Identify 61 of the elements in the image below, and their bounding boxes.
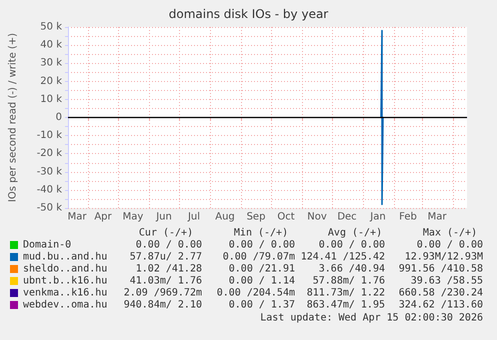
text: 57.87u/ 2.77	[130, 252, 202, 262]
text: 991.56 /410.58	[398, 264, 483, 274]
x-tick-label: Apr	[94, 212, 113, 222]
x-tick-label: Dec	[337, 212, 357, 222]
legend-label: sheldo..and.hu	[23, 264, 108, 274]
text: Min (-/+)	[234, 228, 288, 238]
y-tick-label: -10 k	[36, 130, 62, 142]
x-tick-label: Oct	[277, 212, 295, 222]
y-tick-label: 0	[56, 112, 62, 123]
x-tick-label: Mar	[68, 212, 88, 222]
text: 124.41 /125.42	[300, 252, 385, 262]
y-tick-label: -20 k	[36, 148, 62, 160]
text: 0.00 /21.91	[228, 264, 295, 274]
text: Max (-/+)	[422, 228, 478, 238]
text: Avg (-/+)	[328, 228, 382, 238]
text: 57.88m/ 1.76	[312, 276, 385, 286]
text: 0.00 / 1.14	[228, 276, 295, 286]
legend-label: venkma..k16.hu	[23, 288, 108, 298]
text: Cur (-/+)	[138, 228, 194, 238]
text: 41.03m/ 1.76	[130, 276, 202, 286]
legend-label: ubnt.b..k16.hu	[23, 276, 108, 286]
text: 0.00 / 0.00	[318, 240, 385, 250]
legend-label: mud.bu..and.hu	[23, 252, 108, 262]
text: 0.00 /79.07m	[222, 252, 295, 262]
y-tick-label: 50 k	[40, 22, 62, 32]
text: 0.00 / 1.37	[228, 300, 295, 310]
chart-title: domains disk IOs - by year	[168, 7, 328, 21]
x-tick-label: Feb	[399, 212, 417, 222]
text: 0.00 / 0.00	[136, 240, 202, 250]
x-tick-label: Sep	[246, 212, 266, 222]
y-tick-label: 20 k	[40, 76, 62, 87]
text: 39.63 /58.55	[410, 276, 483, 286]
text: 811.73m/ 1.22	[306, 288, 385, 298]
text: 940.84m/ 2.10	[124, 300, 202, 310]
x-tick-label: Aug	[215, 212, 235, 222]
text: 0.00 /204.54m	[216, 288, 295, 298]
y-tick-label: -50 k	[36, 202, 62, 214]
x-tick-label: Jun	[155, 212, 172, 222]
text: Last update: Wed Apr 15 02:00:30 2026	[260, 312, 483, 324]
text: 2.09 /969.72m	[124, 288, 202, 298]
x-tick-label: Jul	[186, 212, 200, 222]
text: 324.62 /113.60	[398, 300, 483, 310]
y-tick-label: -30 k	[36, 166, 62, 178]
y-tick-label: -40 k	[36, 184, 62, 196]
text: 863.47m/ 1.95	[306, 300, 385, 310]
legend-label: webdev..oma.hu	[23, 300, 108, 310]
x-tick-label: Jan	[369, 212, 386, 222]
y-tick-label: 10 k	[40, 94, 62, 105]
text: 0.00 / 0.00	[228, 240, 295, 250]
y-tick-label: 40 k	[40, 40, 62, 51]
text: 1.02 /41.28	[136, 264, 202, 274]
text: 0.00 / 0.00	[416, 240, 483, 250]
y-axis-title: IOs per second read (-) / write (+)	[8, 32, 18, 202]
y-tick-label: 30 k	[40, 58, 62, 69]
text: 3.66 /40.94	[318, 264, 385, 274]
x-tick-label: Nov	[307, 212, 327, 222]
x-tick-label: Mar	[428, 212, 448, 222]
x-tick-label: May	[122, 212, 144, 222]
text: 660.58 /230.24	[398, 288, 483, 298]
text: 12.93M/12.93M	[404, 252, 483, 262]
legend-label: Domain-0	[23, 240, 72, 250]
